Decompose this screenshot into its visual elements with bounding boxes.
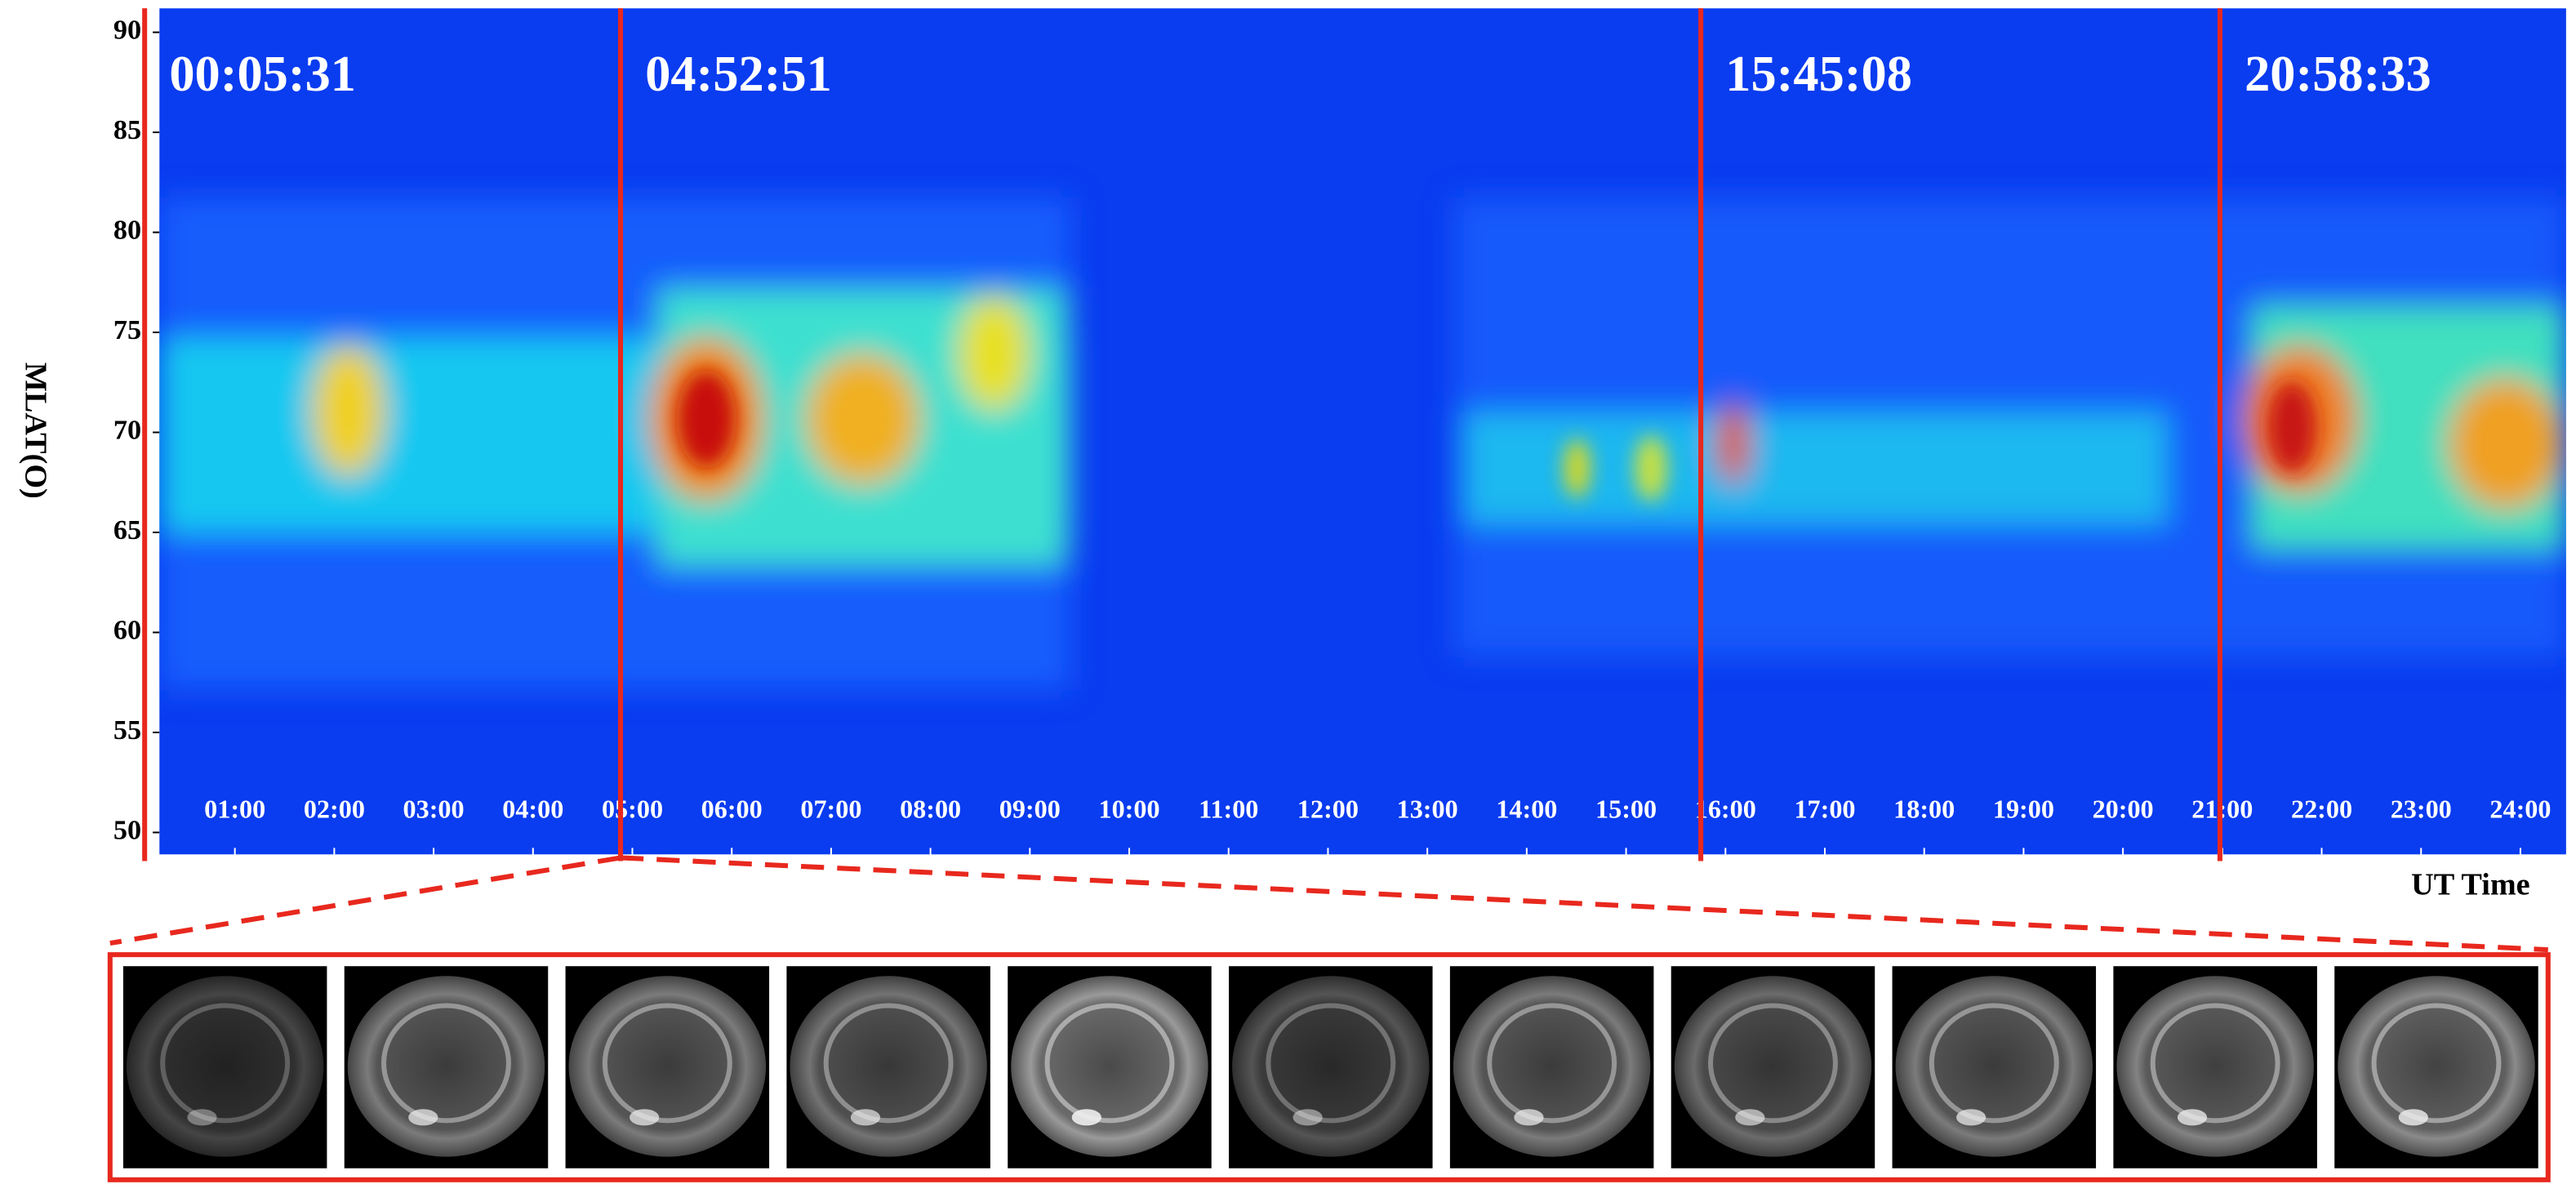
y-tick-label: 50: [113, 815, 141, 845]
y-tick-label: 85: [113, 115, 141, 145]
y-tick-label: 75: [113, 315, 141, 345]
event-label: 04:52:51: [645, 46, 832, 102]
auroral-disk: [347, 976, 545, 1157]
auroral-spot: [1071, 1109, 1101, 1126]
auroral-spot: [1514, 1109, 1544, 1126]
auroral-oval: [1266, 1003, 1396, 1124]
x-tick-label: 13:00: [1397, 794, 1458, 823]
x-tick-label: 15:00: [1595, 794, 1657, 823]
x-tick-label: 02:00: [304, 794, 365, 823]
x-tick-label: 07:00: [800, 794, 861, 823]
x-tick-label: 10:00: [1098, 794, 1159, 823]
x-tick-label: 06:00: [701, 794, 763, 823]
auroral-oval: [1487, 1003, 1617, 1124]
y-tick-label: 80: [113, 215, 141, 245]
x-tick-label: 22:00: [2291, 794, 2352, 823]
auroral-spot: [408, 1109, 438, 1126]
y-tick-label: 60: [113, 615, 141, 645]
auroral-oval: [160, 1003, 291, 1124]
auroral-spot: [1292, 1109, 1323, 1126]
auroral-disk: [126, 976, 324, 1157]
auroral-oval: [2150, 1003, 2280, 1124]
auroral-disk: [1011, 976, 1208, 1157]
auroral-spot: [850, 1109, 881, 1126]
x-tick-label: 12:00: [1297, 794, 1359, 823]
x-tick-label: 04:00: [502, 794, 563, 823]
y-tick-label: 90: [113, 15, 141, 45]
x-tick-label: 11:00: [1199, 794, 1258, 823]
auroral-disk: [1453, 976, 1651, 1157]
x-tick-label: 24:00: [2489, 794, 2551, 823]
auroral-spot: [1735, 1109, 1765, 1126]
y-axis-label: MLAT(O): [18, 363, 52, 499]
auroral-spot: [2398, 1109, 2428, 1126]
x-tick-label: 01:00: [204, 794, 265, 823]
x-tick-label: 08:00: [900, 794, 961, 823]
auroral-oval: [823, 1003, 954, 1124]
x-tick-label: 14:00: [1496, 794, 1557, 823]
auroral-spot: [1956, 1109, 1987, 1126]
y-tick-label: 70: [113, 415, 141, 445]
event-label: 00:05:31: [169, 46, 356, 102]
keogram-image: [159, 8, 2566, 855]
auroral-oval: [1707, 1003, 1838, 1124]
auroral-disk: [1895, 976, 2093, 1157]
auroral-disk: [2116, 976, 2314, 1157]
auroral-disk: [1674, 976, 1872, 1157]
auroral-oval: [1929, 1003, 2059, 1124]
x-axis-label: UT Time: [2411, 867, 2530, 901]
auroral-spot: [187, 1109, 217, 1126]
zoom-line: [109, 855, 621, 946]
x-tick-label: 16:00: [1695, 794, 1756, 823]
zoom-line: [620, 855, 2548, 953]
x-tick-label: 20:00: [2093, 794, 2154, 823]
auroral-spot: [630, 1109, 660, 1126]
y-tick-label: 55: [113, 715, 141, 746]
x-tick-label: 19:00: [1993, 794, 2054, 823]
x-tick-label: 23:00: [2391, 794, 2452, 823]
y-tick-label: 65: [113, 515, 141, 545]
auroral-disk: [790, 976, 987, 1157]
auroral-disk: [568, 976, 767, 1157]
event-label: 15:45:08: [1725, 46, 1912, 102]
x-tick-label: 03:00: [403, 794, 465, 823]
auroral-oval: [381, 1003, 511, 1124]
auroral-oval: [2371, 1003, 2502, 1124]
x-tick-label: 05:00: [602, 794, 663, 823]
x-tick-label: 18:00: [1893, 794, 1955, 823]
x-tick-label: 17:00: [1794, 794, 1855, 823]
auroral-oval: [602, 1003, 732, 1124]
x-tick-label: 09:00: [999, 794, 1061, 823]
auroral-disk: [1232, 976, 1430, 1157]
thumbnail-strip: [122, 966, 2538, 1169]
thumbnail-frame: [107, 952, 2551, 1182]
event-label: 20:58:33: [2245, 46, 2431, 102]
auroral-spot: [2177, 1109, 2208, 1126]
auroral-oval: [1044, 1003, 1175, 1124]
auroral-disk: [2338, 976, 2535, 1157]
